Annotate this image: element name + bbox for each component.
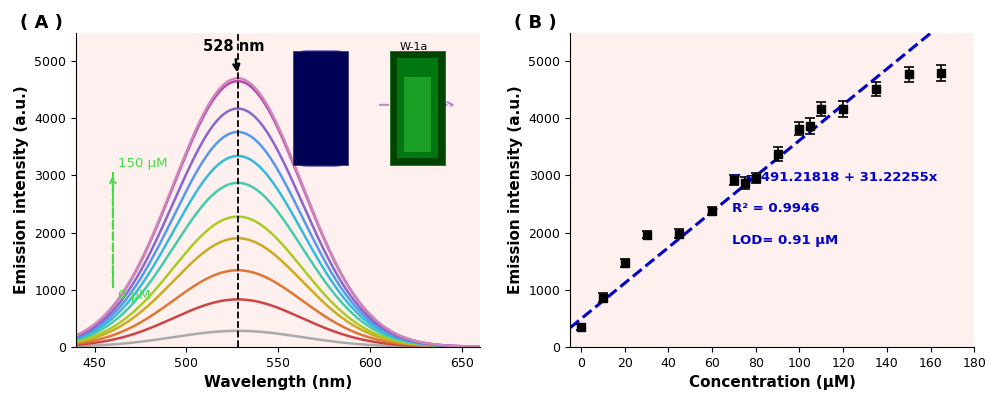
Y-axis label: Emission intensity (a.u.): Emission intensity (a.u.) xyxy=(14,85,29,294)
Text: W-1a: W-1a xyxy=(399,42,428,52)
Text: R² = 0.9946: R² = 0.9946 xyxy=(732,202,819,215)
Text: ( B ): ( B ) xyxy=(514,14,556,32)
X-axis label: Wavelength (nm): Wavelength (nm) xyxy=(204,375,352,390)
Text: LOD= 0.91 μM: LOD= 0.91 μM xyxy=(732,234,838,247)
Y-axis label: Emission intensity (a.u.): Emission intensity (a.u.) xyxy=(508,85,523,294)
Text: 528 nm: 528 nm xyxy=(203,39,265,70)
Text: ( A ): ( A ) xyxy=(20,14,62,32)
Text: y = 491.21818 + 31.22255x: y = 491.21818 + 31.22255x xyxy=(732,171,937,184)
X-axis label: Concentration (μM): Concentration (μM) xyxy=(689,375,856,390)
Text: 0 μM: 0 μM xyxy=(118,289,151,303)
Text: +HCHO: +HCHO xyxy=(392,64,435,74)
Text: 150 μM: 150 μM xyxy=(118,157,168,170)
